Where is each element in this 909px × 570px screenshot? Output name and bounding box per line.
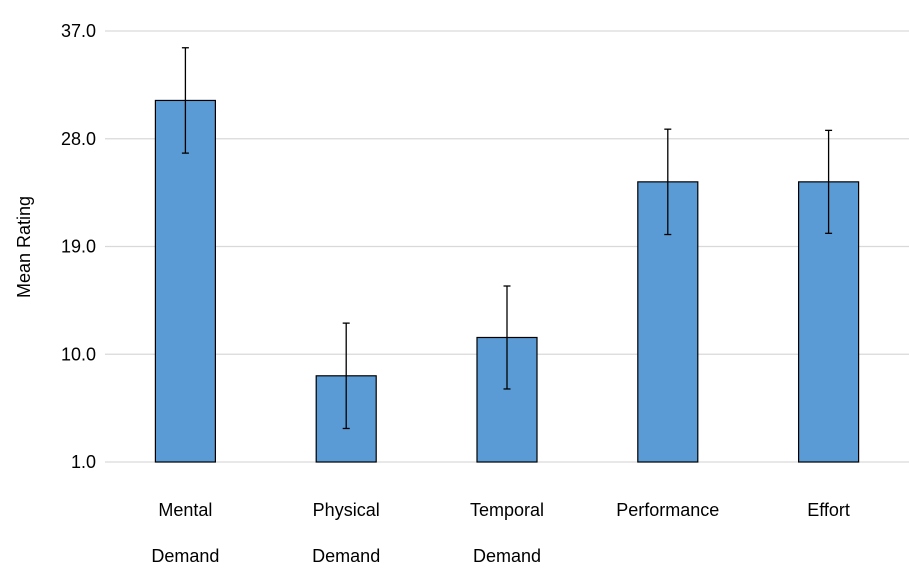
y-axis-title: Mean Rating (14, 196, 34, 298)
y-tick-label: 10.0 (61, 344, 96, 364)
x-tick-label: Effort (807, 500, 850, 520)
y-tick-label: 37.0 (61, 21, 96, 41)
x-tick-label: Mental Demand (151, 500, 219, 566)
error-bars (181, 47, 833, 430)
bars (154, 99, 860, 463)
gridlines (105, 30, 909, 463)
x-tick-label: Physical Demand (312, 500, 380, 566)
y-tick-label: 19.0 (61, 237, 96, 257)
x-tick-label: Performance (616, 500, 719, 520)
y-axis-ticks: 1.0 10.0 19.0 28.0 37.0 (61, 21, 96, 472)
y-tick-label: 1.0 (71, 452, 96, 472)
x-axis-labels: Mental Demand Physical Demand Temporal Demand… (151, 500, 850, 566)
bar (154, 99, 216, 463)
x-tick-label: Temporal Demand (470, 500, 544, 566)
y-tick-label: 28.0 (61, 129, 96, 149)
bar (476, 336, 538, 463)
